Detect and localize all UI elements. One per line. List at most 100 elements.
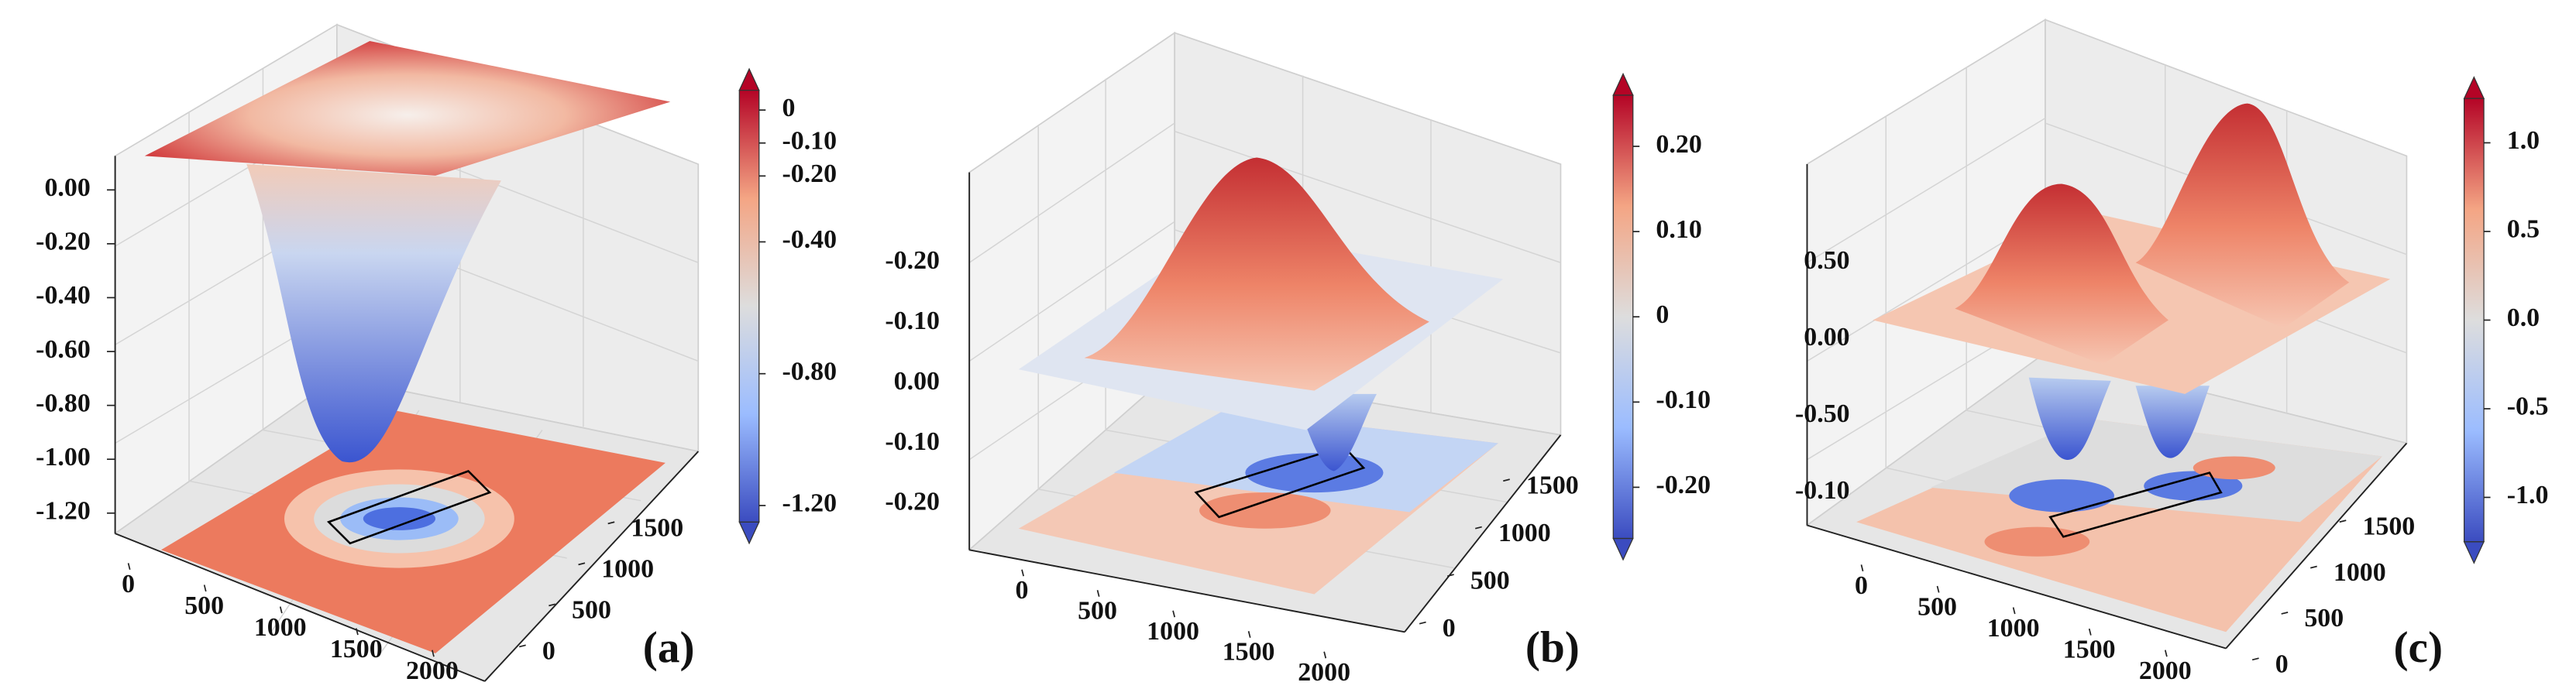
x-tick <box>1172 610 1176 618</box>
contour <box>363 507 436 530</box>
x-tick <box>203 585 207 592</box>
x-tick-label: 1000 <box>1147 617 1199 646</box>
surface <box>2028 377 2111 460</box>
z-tick-label: 0.50 <box>1804 246 1849 275</box>
y-tick <box>578 562 586 566</box>
y-tick <box>2339 519 2347 523</box>
y-tick-label: 0 <box>1443 614 1456 643</box>
y-tick-label: 1000 <box>1498 519 1551 547</box>
contour <box>1245 453 1384 493</box>
colorbar-tick-label: 0 <box>1656 300 1669 329</box>
x-tick-label: 500 <box>184 591 224 620</box>
z-tick-label: 0.00 <box>1804 323 1849 351</box>
colorbar-extend <box>2463 541 2485 564</box>
panel-label: (b) <box>1525 623 1580 672</box>
x-tick <box>1860 564 1864 572</box>
colorbar-extend <box>2463 76 2485 99</box>
z-tick-label: -0.10 <box>885 427 940 456</box>
x-tick-label: 1000 <box>1987 614 2040 643</box>
colorbar-tick-label: 0 <box>782 94 795 122</box>
y-tick <box>1503 478 1510 482</box>
contour <box>1984 526 2090 557</box>
colorbar <box>1612 94 1634 540</box>
panel: 0 500 1000 1500 2000 0 500 1000 1500 0.00 -0.20 -0.… <box>36 67 837 685</box>
x-tick <box>1247 631 1251 638</box>
x-tick-label: 1500 <box>1223 638 1275 667</box>
y-tick-label: 1500 <box>2362 513 2415 541</box>
z-tick-label: -0.80 <box>36 389 91 417</box>
colorbar <box>738 89 760 523</box>
colorbar-tick-label: 0.0 <box>2507 303 2540 332</box>
colorbar-tick-label: -1.0 <box>2507 481 2549 509</box>
footprint <box>1194 445 1366 519</box>
x-tick <box>2012 607 2016 615</box>
x-tick-label: 0 <box>1016 576 1029 605</box>
x-tick <box>127 563 131 571</box>
y-tick <box>2251 657 2259 661</box>
z-tick-label: -1.20 <box>36 497 91 526</box>
panel-label: (a) <box>643 623 695 672</box>
x-tick-label: 0 <box>1855 571 1868 600</box>
z-tick-label: -0.20 <box>36 228 91 256</box>
surface <box>2135 386 2210 458</box>
y-tick <box>607 521 615 525</box>
z-tick-label: -1.00 <box>36 443 91 471</box>
colorbar-tick-label: -0.40 <box>782 225 837 254</box>
x-tick-label: 1500 <box>2063 636 2116 664</box>
x-tick-label: 2000 <box>406 657 459 685</box>
panel-c-scene <box>1805 18 2408 650</box>
colorbar-extend <box>738 67 760 91</box>
y-tick <box>2281 612 2289 615</box>
panel-a-scene <box>113 23 700 682</box>
x-axis <box>1807 524 2227 650</box>
y-tick <box>1475 526 1482 530</box>
surface-plane <box>144 41 671 176</box>
colorbar-tick-label: -0.20 <box>1656 471 1711 499</box>
y-tick <box>1419 621 1426 625</box>
panel-b-scene <box>968 31 1563 633</box>
colorbar-tick-label: -0.20 <box>782 159 837 188</box>
colorbar-extend <box>1612 72 1634 96</box>
x-axis <box>968 549 1405 633</box>
y-tick-label: 1000 <box>601 555 654 584</box>
x-tick <box>2088 628 2092 636</box>
x-tick <box>2164 650 2168 657</box>
y-tick <box>549 603 556 607</box>
y-tick <box>519 644 526 648</box>
z-tick-label: -0.20 <box>885 488 940 516</box>
y-tick-label: 500 <box>2304 604 2344 633</box>
contour <box>2009 479 2115 513</box>
y-tick-label: 500 <box>1470 566 1510 595</box>
colorbar-tick-label: 0.20 <box>1656 130 1701 159</box>
y-axis <box>2225 442 2408 650</box>
colorbar-tick-label: 0.5 <box>2507 215 2540 244</box>
panel: 0 500 1000 1500 2000 0 500 1000 1500 0.50 0.00 -0.5… <box>1795 76 2549 685</box>
z-tick-label: -0.10 <box>1795 476 1850 505</box>
x-axis <box>115 533 486 682</box>
z-tick-label: -0.20 <box>885 246 940 275</box>
x-tick <box>1323 651 1327 659</box>
x-tick-label: 1000 <box>254 613 307 642</box>
contour <box>2193 456 2275 480</box>
y-tick-label: 1500 <box>1526 471 1579 500</box>
z-tick-label: -0.50 <box>1795 399 1850 428</box>
x-tick-label: 0 <box>122 570 135 598</box>
colorbar-extend <box>738 521 760 545</box>
y-tick-label: 0 <box>2275 650 2289 679</box>
y-tick-label: 0 <box>542 637 555 666</box>
colorbar-tick-label: 1.0 <box>2507 126 2540 155</box>
x-tick-label: 2000 <box>1298 658 1350 687</box>
y-tick <box>1446 574 1454 578</box>
x-tick <box>279 606 283 614</box>
z-tick-label: 0.00 <box>894 367 940 396</box>
y-axis <box>1404 434 1562 633</box>
z-tick-label: 0.00 <box>44 173 90 202</box>
x-tick <box>1021 569 1024 577</box>
panel-label: (c) <box>2393 623 2443 672</box>
surface <box>2135 103 2350 329</box>
colorbar-extend <box>1612 537 1634 561</box>
colorbar-tick-label: 0.10 <box>1656 215 1701 244</box>
surface <box>246 164 501 463</box>
